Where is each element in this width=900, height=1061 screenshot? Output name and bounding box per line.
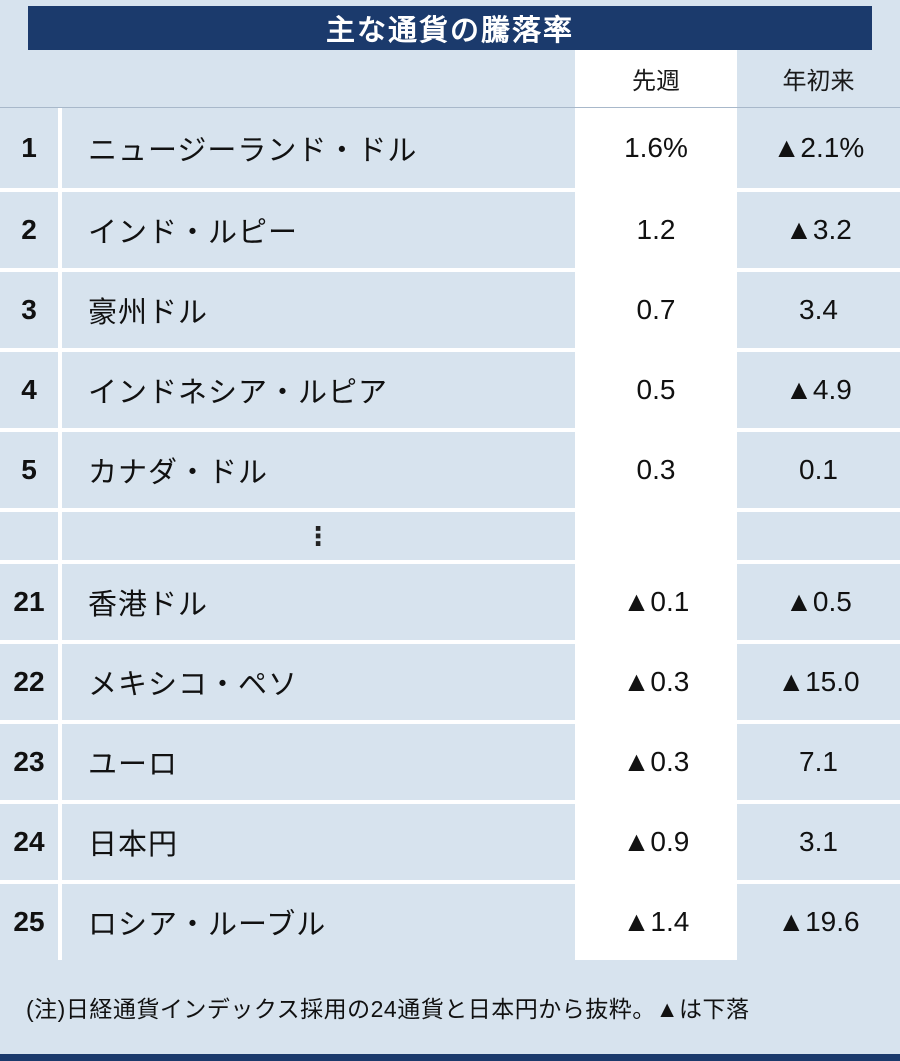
table-row: 24 日本円 ▲0.9 3.1	[0, 800, 900, 880]
currency-name-cell: 豪州ドル	[88, 297, 209, 329]
page-title-text: 主な通貨の騰落率	[325, 15, 574, 47]
week-value-cell: 1.6%	[575, 108, 737, 188]
ytd-value-cell: ▲3.2	[785, 214, 852, 245]
ellipsis-dots: ⋮	[305, 520, 332, 551]
week-value-cell: 0.3	[575, 432, 737, 508]
table-row: 2 インド・ルピー 1.2 ▲3.2	[0, 188, 900, 268]
ytd-value-cell: ▲4.9	[785, 374, 852, 405]
rank-cell: 24	[0, 804, 62, 880]
header-ytd: 年初来	[782, 68, 855, 95]
currency-name-cell: インド・ルピー	[88, 217, 299, 249]
week-value-cell: ▲1.4	[575, 884, 737, 960]
table-row: 5 カナダ・ドル 0.3 0.1	[0, 428, 900, 508]
ytd-value-cell: ▲2.1%	[772, 132, 865, 163]
header-rank-spacer	[0, 50, 62, 107]
rank-cell: 5	[0, 432, 62, 508]
table-row: 21 香港ドル ▲0.1 ▲0.5	[0, 560, 900, 640]
currency-name-cell: ユーロ	[88, 749, 179, 781]
table-row: 1 ニュージーランド・ドル 1.6% ▲2.1%	[0, 108, 900, 188]
currency-name-cell: カナダ・ドル	[88, 457, 269, 489]
rank-cell: 1	[0, 108, 62, 188]
currency-name-cell: メキシコ・ペソ	[88, 669, 299, 701]
rank-cell: 4	[0, 352, 62, 428]
ytd-value-cell: ▲0.5	[785, 586, 852, 617]
bottom-rule	[0, 1054, 900, 1061]
ytd-value-cell: 3.1	[799, 826, 838, 857]
rank-cell: 3	[0, 272, 62, 348]
ytd-value-cell: 0.1	[799, 454, 838, 485]
currency-name-cell: ニュージーランド・ドル	[88, 135, 418, 167]
rank-cell: 21	[0, 564, 62, 640]
ytd-value-cell: ▲15.0	[777, 666, 860, 697]
week-value-cell: 0.5	[575, 352, 737, 428]
ytd-value-cell	[737, 512, 900, 560]
ytd-value-cell: 7.1	[799, 746, 838, 777]
week-value-cell: 0.7	[575, 272, 737, 348]
currency-name-cell: 香港ドル	[88, 589, 209, 621]
header-name-spacer	[62, 50, 575, 107]
week-value-cell	[575, 512, 737, 560]
currency-name-cell: 日本円	[88, 829, 179, 861]
rank-cell: 25	[0, 884, 62, 960]
week-value-cell: 1.2	[575, 192, 737, 268]
table-row: 22 メキシコ・ペソ ▲0.3 ▲15.0	[0, 640, 900, 720]
page-title: 主な通貨の騰落率	[28, 6, 872, 50]
table-row: 3 豪州ドル 0.7 3.4	[0, 268, 900, 348]
week-value-cell: ▲0.9	[575, 804, 737, 880]
table-header-row: 先週 年初来	[0, 50, 900, 108]
table-row: 25 ロシア・ルーブル ▲1.4 ▲19.6	[0, 880, 900, 960]
ellipsis-row: ⋮	[0, 508, 900, 560]
ytd-value-cell: ▲19.6	[777, 906, 860, 937]
footnote-text: (注)日経通貨インデックス採用の24通貨と日本円から抜粋。▲は下落	[26, 996, 750, 1022]
table-row: 23 ユーロ ▲0.3 7.1	[0, 720, 900, 800]
rank-cell: 2	[0, 192, 62, 268]
currency-name-cell: ロシア・ルーブル	[88, 909, 327, 941]
currency-name-cell: インドネシア・ルピア	[88, 377, 389, 409]
header-week: 先週	[575, 50, 737, 107]
week-value-cell: ▲0.3	[575, 724, 737, 800]
footnote: (注)日経通貨インデックス採用の24通貨と日本円から抜粋。▲は下落	[0, 960, 900, 1054]
rank-cell: 22	[0, 644, 62, 720]
week-value-cell: ▲0.3	[575, 644, 737, 720]
table-row: 4 インドネシア・ルピア 0.5 ▲4.9	[0, 348, 900, 428]
week-value-cell: ▲0.1	[575, 564, 737, 640]
rank-cell: 23	[0, 724, 62, 800]
ytd-value-cell: 3.4	[799, 294, 838, 325]
rank-cell	[0, 512, 62, 560]
